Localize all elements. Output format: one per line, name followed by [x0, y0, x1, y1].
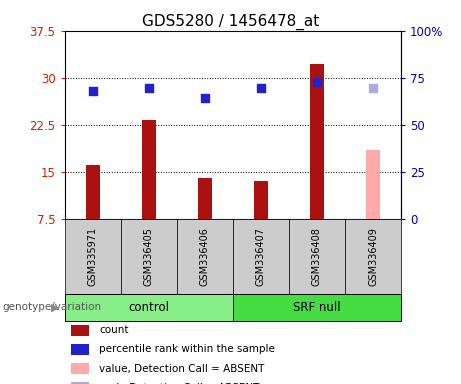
Bar: [198, 178, 212, 219]
Text: percentile rank within the sample: percentile rank within the sample: [99, 344, 275, 354]
Text: GSM336409: GSM336409: [368, 227, 378, 286]
Text: value, Detection Call = ABSENT: value, Detection Call = ABSENT: [99, 364, 265, 374]
Point: [369, 85, 377, 91]
Text: GSM336406: GSM336406: [200, 227, 210, 286]
Bar: [310, 64, 324, 219]
Text: genotype/variation: genotype/variation: [2, 302, 101, 312]
Bar: [366, 150, 380, 219]
Bar: [254, 181, 268, 219]
Text: rank, Detection Call = ABSENT: rank, Detection Call = ABSENT: [99, 383, 260, 384]
Point: [313, 79, 321, 86]
Text: GSM336405: GSM336405: [144, 227, 154, 286]
Text: GSM336408: GSM336408: [312, 227, 322, 286]
Text: GDS5280 / 1456478_at: GDS5280 / 1456478_at: [142, 13, 319, 30]
Text: GSM335971: GSM335971: [88, 227, 98, 286]
Text: control: control: [128, 301, 169, 314]
Bar: [86, 165, 100, 219]
Text: count: count: [99, 325, 129, 335]
Point: [201, 95, 208, 101]
Text: GSM336407: GSM336407: [256, 227, 266, 286]
Point: [89, 88, 96, 94]
Text: ▶: ▶: [52, 302, 60, 312]
Point: [145, 85, 152, 91]
Bar: [142, 121, 156, 219]
Text: SRF null: SRF null: [293, 301, 341, 314]
Point: [257, 85, 265, 91]
